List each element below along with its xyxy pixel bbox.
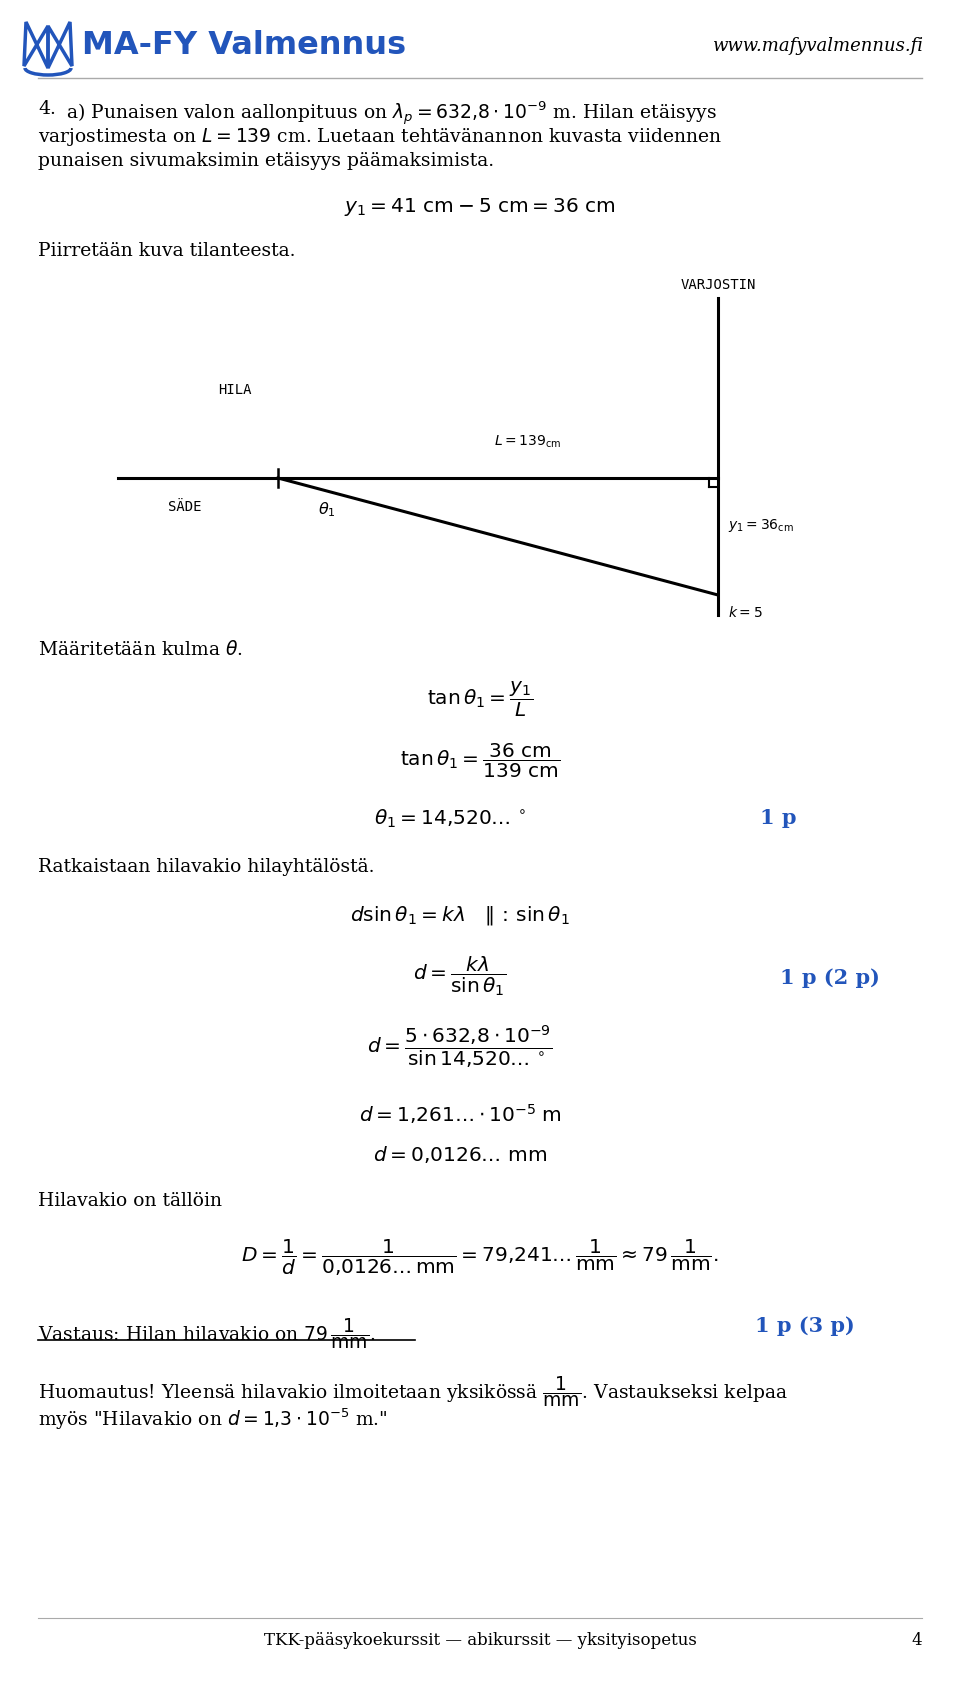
- Text: Hilavakio on tällöin: Hilavakio on tällöin: [38, 1192, 222, 1211]
- Text: $d\sin\theta_1 = k\lambda \quad \|\,{:}\,\sin\theta_1$: $d\sin\theta_1 = k\lambda \quad \|\,{:}\…: [350, 904, 570, 926]
- Text: $L=139_{\mathrm{cm}}$: $L=139_{\mathrm{cm}}$: [494, 433, 562, 450]
- Text: punaisen sivumaksimin etäisyys päämaksimista.: punaisen sivumaksimin etäisyys päämaksim…: [38, 152, 494, 170]
- Text: $D = \dfrac{1}{d} = \dfrac{1}{0{,}0126\ldots\,\text{mm}} = 79{,}241\ldots\,\dfra: $D = \dfrac{1}{d} = \dfrac{1}{0{,}0126\l…: [241, 1238, 719, 1278]
- Text: Huomautus! Yleensä hilavakio ilmoitetaan yksikössä $\dfrac{1}{\text{mm}}$. Vasta: Huomautus! Yleensä hilavakio ilmoitetaan…: [38, 1374, 788, 1410]
- Text: $d = \dfrac{k\lambda}{\sin\theta_1}$: $d = \dfrac{k\lambda}{\sin\theta_1}$: [414, 955, 507, 997]
- Text: 1 p: 1 p: [760, 808, 797, 829]
- Text: TKK-pääsykoekurssit — abikurssit — yksityisopetus: TKK-pääsykoekurssit — abikurssit — yksit…: [264, 1632, 696, 1649]
- Text: a) Punaisen valon aallonpituus on $\lambda_p = 632{,}8 \cdot 10^{-9}$ m. Hilan e: a) Punaisen valon aallonpituus on $\lamb…: [66, 99, 717, 128]
- Text: 4.: 4.: [38, 99, 56, 118]
- Text: 1 p (3 p): 1 p (3 p): [755, 1315, 854, 1335]
- Text: $d = 0{,}0126\ldots\text{ mm}$: $d = 0{,}0126\ldots\text{ mm}$: [373, 1143, 547, 1165]
- Text: Piirretään kuva tilanteesta.: Piirretään kuva tilanteesta.: [38, 242, 296, 259]
- Text: $d = \dfrac{5 \cdot 632{,}8 \cdot 10^{-9}}{\sin 14{,}520\ldots\,^\circ}$: $d = \dfrac{5 \cdot 632{,}8 \cdot 10^{-9…: [368, 1024, 553, 1071]
- Text: $y_1 = 41\text{ cm} - 5\text{ cm} = 36\text{ cm}$: $y_1 = 41\text{ cm} - 5\text{ cm} = 36\t…: [345, 195, 615, 217]
- Text: VARJOSTIN: VARJOSTIN: [681, 278, 756, 291]
- Text: $\theta_1 = 14{,}520\ldots\,^\circ$: $\theta_1 = 14{,}520\ldots\,^\circ$: [374, 808, 526, 830]
- Text: Määritetään kulma $\theta$.: Määritetään kulma $\theta$.: [38, 640, 243, 658]
- Text: 1 p (2 p): 1 p (2 p): [780, 968, 880, 989]
- Text: $\tan\theta_1 = \dfrac{y_1}{L}$: $\tan\theta_1 = \dfrac{y_1}{L}$: [427, 680, 533, 719]
- Text: varjostimesta on $L = 139$ cm. Luetaan tehtävänannon kuvasta viidennen: varjostimesta on $L = 139$ cm. Luetaan t…: [38, 126, 722, 148]
- Text: $d = 1{,}261\ldots \cdot 10^{-5}\text{ m}$: $d = 1{,}261\ldots \cdot 10^{-5}\text{ m…: [358, 1101, 562, 1127]
- Text: SÄDE: SÄDE: [168, 500, 202, 514]
- Text: 4: 4: [911, 1632, 922, 1649]
- Text: www.mafyvalmennus.fi: www.mafyvalmennus.fi: [713, 37, 924, 56]
- Text: $k=5$: $k=5$: [728, 605, 762, 620]
- Text: Ratkaistaan hilavakio hilayhtälöstä.: Ratkaistaan hilavakio hilayhtälöstä.: [38, 859, 374, 876]
- Text: myös "Hilavakio on $d = 1{,}3 \cdot 10^{-5}$ m.": myös "Hilavakio on $d = 1{,}3 \cdot 10^{…: [38, 1406, 388, 1431]
- Text: MA-FY Valmennus: MA-FY Valmennus: [82, 30, 406, 62]
- Text: Vastaus: Hilan hilavakio on $79\,\dfrac{1}{\text{mm}}$.: Vastaus: Hilan hilavakio on $79\,\dfrac{…: [38, 1315, 375, 1351]
- Text: $\tan\theta_1 = \dfrac{36\text{ cm}}{139\text{ cm}}$: $\tan\theta_1 = \dfrac{36\text{ cm}}{139…: [400, 743, 560, 780]
- Text: HILA: HILA: [218, 382, 252, 397]
- Text: $y_1=36_{\mathrm{cm}}$: $y_1=36_{\mathrm{cm}}$: [728, 517, 794, 534]
- Text: $\theta_1$: $\theta_1$: [318, 500, 336, 519]
